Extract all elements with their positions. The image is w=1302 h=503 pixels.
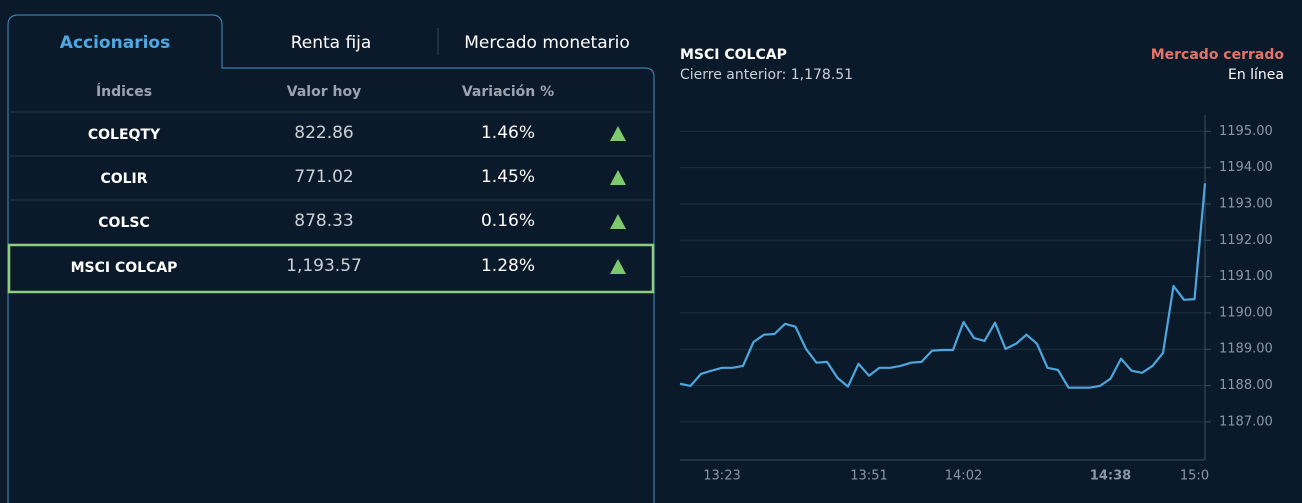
price-line [679,183,1207,389]
index-name: MSCI COLCAP [71,260,178,276]
index-value: 878.33 [294,211,353,231]
column-header: Índices [96,83,152,100]
y-tick-label: 1187.00 [1219,414,1273,429]
index-variation: 1.45% [481,167,535,187]
index-value: 771.02 [294,167,353,187]
tab-active[interactable]: Accionarios [60,33,170,53]
chart-subtitle: Cierre anterior: 1,178.51 [680,67,853,83]
up-arrow [610,126,626,141]
y-tick-label: 1191.00 [1219,269,1273,284]
tab[interactable]: Mercado monetario [464,33,630,53]
x-tick-label: 14:02 [945,469,982,484]
x-tick-label: 15:0 [1180,469,1209,484]
column-header: Variación % [462,84,554,100]
y-tick-label: 1193.00 [1219,196,1273,211]
y-tick-label: 1188.00 [1219,378,1273,393]
selected-row [7,243,655,294]
index-variation: 1.28% [481,256,535,276]
column-header: Valor hoy [287,84,361,100]
up-arrow [610,214,626,229]
y-tick-label: 1192.00 [1219,233,1273,248]
chart-title: MSCI COLCAP [680,47,787,63]
up-arrow [610,170,626,185]
index-name: COLSC [98,215,149,231]
index-value: 1,193.57 [286,256,362,276]
up-arrow [610,259,626,274]
y-tick-label: 1194.00 [1219,160,1273,175]
index-variation: 0.16% [481,211,535,231]
tab[interactable]: Renta fija [291,33,372,53]
index-name: COLEQTY [88,127,161,143]
y-tick-label: 1189.00 [1219,342,1273,357]
x-tick-label: 13:23 [703,469,740,484]
x-tick-label: 13:51 [850,469,887,484]
y-tick-label: 1190.00 [1219,305,1273,320]
connection-status: En línea [1228,67,1284,83]
index-value: 822.86 [294,123,353,143]
x-tick-label: 14:38 [1090,469,1131,484]
y-tick-label: 1195.00 [1219,124,1273,139]
tab-panel-border [7,14,655,503]
market-status: Mercado cerrado [1151,47,1285,63]
index-variation: 1.46% [481,123,535,143]
index-name: COLIR [100,171,147,187]
